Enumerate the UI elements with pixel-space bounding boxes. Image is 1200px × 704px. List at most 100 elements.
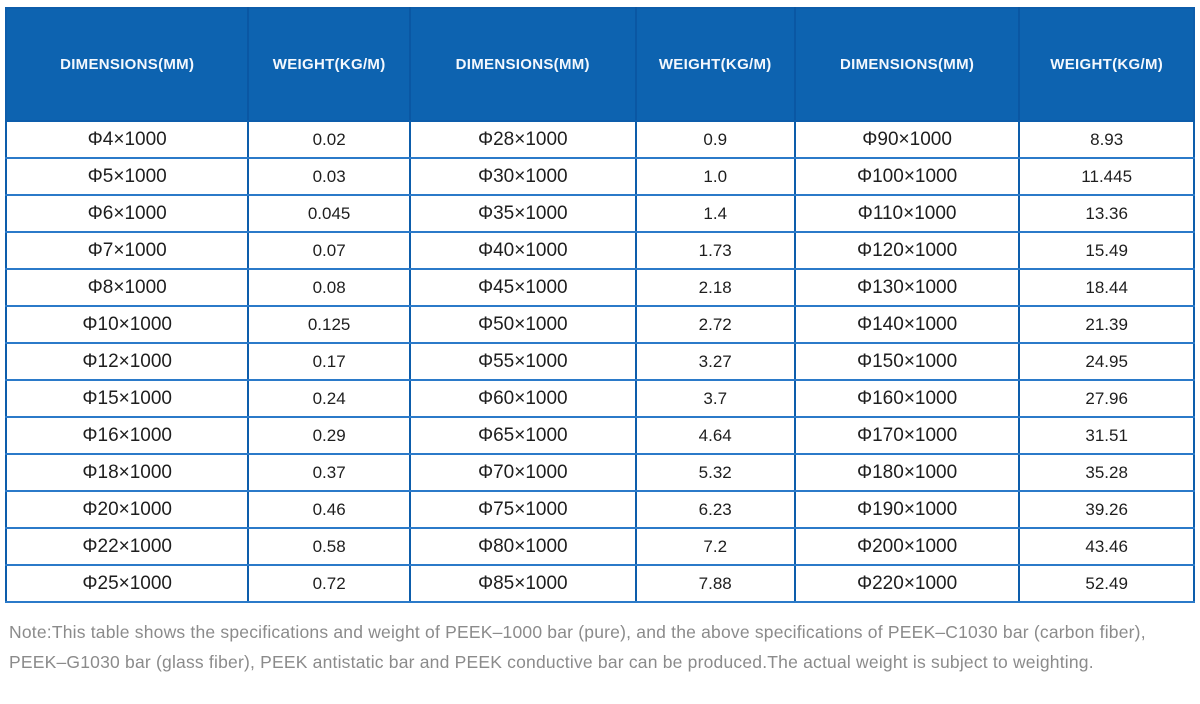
table-row: Φ25×1000 0.72 Φ85×1000 7.88 Φ220×1000 52.49: [6, 564, 1194, 603]
dimension-cell: Φ15×1000: [6, 379, 250, 418]
dimension-cell: Φ220×1000: [793, 564, 1021, 603]
dimension-cell: Φ50×1000: [408, 305, 637, 344]
dimension-cell: Φ160×1000: [793, 379, 1021, 418]
weight-cell: 0.02: [247, 120, 411, 159]
weight-cell: 0.17: [247, 342, 411, 381]
dimension-cell: Φ28×1000: [408, 120, 637, 159]
dimension-cell: Φ40×1000: [408, 231, 637, 270]
header-dimensions-3: DIMENSIONS(MM): [793, 8, 1021, 122]
dimension-cell: Φ45×1000: [408, 268, 637, 307]
dimension-cell: Φ110×1000: [793, 194, 1021, 233]
dimension-cell: Φ70×1000: [408, 453, 637, 492]
dimension-cell: Φ180×1000: [793, 453, 1021, 492]
header-dimensions-2: DIMENSIONS(MM): [408, 8, 637, 122]
weight-cell: 18.44: [1018, 268, 1194, 307]
table-row: Φ20×1000 0.46 Φ75×1000 6.23 Φ190×1000 39.26: [6, 490, 1194, 529]
dimension-cell: Φ75×1000: [408, 490, 637, 529]
header-row: DIMENSIONS(MM) WEIGHT(KG/M) DIMENSIONS(M…: [6, 8, 1194, 122]
table-row: Φ10×1000 0.125 Φ50×1000 2.72 Φ140×1000 21.39: [6, 305, 1194, 344]
weight-cell: 7.88: [634, 564, 796, 603]
table-row: Φ7×1000 0.07 Φ40×1000 1.73 Φ120×1000 15.49: [6, 231, 1194, 270]
header-weight-3: WEIGHT(KG/M): [1018, 8, 1194, 122]
table-header: DIMENSIONS(MM) WEIGHT(KG/M) DIMENSIONS(M…: [6, 8, 1194, 122]
weight-cell: 27.96: [1018, 379, 1194, 418]
page: DIMENSIONS(MM) WEIGHT(KG/M) DIMENSIONS(M…: [5, 7, 1195, 677]
table-row: Φ8×1000 0.08 Φ45×1000 2.18 Φ130×1000 18.44: [6, 268, 1194, 307]
dimension-cell: Φ90×1000: [793, 120, 1021, 159]
weight-cell: 0.29: [247, 416, 411, 455]
weight-cell: 2.18: [634, 268, 796, 307]
weight-cell: 13.36: [1018, 194, 1194, 233]
dimension-cell: Φ140×1000: [793, 305, 1021, 344]
dimension-cell: Φ25×1000: [6, 564, 250, 603]
dimension-cell: Φ35×1000: [408, 194, 637, 233]
table-row: Φ5×1000 0.03 Φ30×1000 1.0 Φ100×1000 11.445: [6, 157, 1194, 196]
dimension-cell: Φ200×1000: [793, 527, 1021, 566]
weight-cell: 0.72: [247, 564, 411, 603]
weight-cell: 1.73: [634, 231, 796, 270]
weight-cell: 0.08: [247, 268, 411, 307]
table-row: Φ4×1000 0.02 Φ28×1000 0.9 Φ90×1000 8.93: [6, 120, 1194, 159]
table-row: Φ15×1000 0.24 Φ60×1000 3.7 Φ160×1000 27.96: [6, 379, 1194, 418]
dimension-cell: Φ22×1000: [6, 527, 250, 566]
header-weight-1: WEIGHT(KG/M): [247, 8, 411, 122]
note-line-2: PEEK–G1030 bar (glass fiber), PEEK antis…: [9, 652, 1094, 672]
weight-cell: 3.7: [634, 379, 796, 418]
dimension-cell: Φ12×1000: [6, 342, 250, 381]
weight-cell: 43.46: [1018, 527, 1194, 566]
weight-cell: 0.58: [247, 527, 411, 566]
dimension-cell: Φ7×1000: [6, 231, 250, 270]
weight-cell: 31.51: [1018, 416, 1194, 455]
dimension-cell: Φ8×1000: [6, 268, 250, 307]
dimension-cell: Φ55×1000: [408, 342, 637, 381]
weight-cell: 2.72: [634, 305, 796, 344]
weight-cell: 39.26: [1018, 490, 1194, 529]
weight-cell: 5.32: [634, 453, 796, 492]
weight-cell: 52.49: [1018, 564, 1194, 603]
table-row: Φ18×1000 0.37 Φ70×1000 5.32 Φ180×1000 35.28: [6, 453, 1194, 492]
weight-cell: 24.95: [1018, 342, 1194, 381]
dimension-cell: Φ5×1000: [6, 157, 250, 196]
table-row: Φ22×1000 0.58 Φ80×1000 7.2 Φ200×1000 43.46: [6, 527, 1194, 566]
weight-cell: 0.24: [247, 379, 411, 418]
note-line-1: Note:This table shows the specifications…: [9, 622, 1146, 642]
dimension-cell: Φ85×1000: [408, 564, 637, 603]
dimension-cell: Φ130×1000: [793, 268, 1021, 307]
header-weight-2: WEIGHT(KG/M): [634, 8, 796, 122]
dimension-cell: Φ150×1000: [793, 342, 1021, 381]
weight-cell: 0.9: [634, 120, 796, 159]
table-note: Note:This table shows the specifications…: [9, 617, 1195, 677]
weight-cell: 1.0: [634, 157, 796, 196]
weight-cell: 4.64: [634, 416, 796, 455]
weight-cell: 6.23: [634, 490, 796, 529]
table-row: Φ6×1000 0.045 Φ35×1000 1.4 Φ110×1000 13.36: [6, 194, 1194, 233]
dimension-cell: Φ65×1000: [408, 416, 637, 455]
weight-cell: 21.39: [1018, 305, 1194, 344]
weight-cell: 0.07: [247, 231, 411, 270]
dimension-cell: Φ20×1000: [6, 490, 250, 529]
weight-cell: 7.2: [634, 527, 796, 566]
table-row: Φ16×1000 0.29 Φ65×1000 4.64 Φ170×1000 31.51: [6, 416, 1194, 455]
weight-cell: 0.125: [247, 305, 411, 344]
dimension-cell: Φ100×1000: [793, 157, 1021, 196]
dimension-cell: Φ60×1000: [408, 379, 637, 418]
dimension-cell: Φ4×1000: [6, 120, 250, 159]
weight-cell: 35.28: [1018, 453, 1194, 492]
weight-cell: 3.27: [634, 342, 796, 381]
dimension-cell: Φ18×1000: [6, 453, 250, 492]
weight-cell: 1.4: [634, 194, 796, 233]
dimension-cell: Φ80×1000: [408, 527, 637, 566]
weight-cell: 11.445: [1018, 157, 1194, 196]
dimension-cell: Φ10×1000: [6, 305, 250, 344]
peek-bar-spec-table: DIMENSIONS(MM) WEIGHT(KG/M) DIMENSIONS(M…: [5, 7, 1195, 603]
dimension-cell: Φ16×1000: [6, 416, 250, 455]
table-row: Φ12×1000 0.17 Φ55×1000 3.27 Φ150×1000 24.95: [6, 342, 1194, 381]
dimension-cell: Φ190×1000: [793, 490, 1021, 529]
weight-cell: 0.37: [247, 453, 411, 492]
weight-cell: 15.49: [1018, 231, 1194, 270]
dimension-cell: Φ6×1000: [6, 194, 250, 233]
weight-cell: 8.93: [1018, 120, 1194, 159]
dimension-cell: Φ170×1000: [793, 416, 1021, 455]
table-body: Φ4×1000 0.02 Φ28×1000 0.9 Φ90×1000 8.93 Φ5×100…: [6, 120, 1194, 603]
weight-cell: 0.045: [247, 194, 411, 233]
